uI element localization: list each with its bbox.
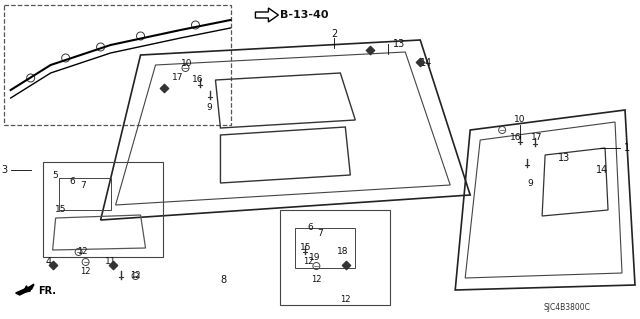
Text: 1: 1 [624, 143, 630, 153]
Point [341, 263, 351, 268]
Text: 17: 17 [172, 73, 183, 83]
Polygon shape [16, 285, 34, 295]
Text: 6: 6 [70, 176, 76, 186]
Text: 10: 10 [180, 60, 192, 69]
Text: 2: 2 [332, 29, 337, 39]
Point [159, 85, 169, 91]
Text: 16: 16 [510, 133, 522, 143]
Text: 14: 14 [420, 58, 433, 68]
Text: 9: 9 [207, 103, 212, 113]
Text: 12: 12 [303, 256, 314, 265]
Text: 8: 8 [220, 275, 227, 285]
Text: 15: 15 [55, 205, 67, 214]
Text: 14: 14 [596, 165, 608, 175]
Text: 12: 12 [131, 271, 141, 280]
Text: 4: 4 [45, 257, 52, 267]
Text: 18: 18 [337, 248, 348, 256]
Text: 12: 12 [311, 276, 322, 285]
Text: 5: 5 [52, 170, 58, 180]
Text: FR.: FR. [38, 286, 56, 296]
Point [47, 263, 58, 268]
Text: 15: 15 [300, 243, 311, 253]
Text: 12: 12 [77, 248, 88, 256]
Text: 10: 10 [515, 115, 526, 124]
Text: 7: 7 [80, 181, 86, 189]
Text: 13: 13 [393, 39, 406, 49]
Text: 16: 16 [192, 75, 204, 84]
Text: B-13-40: B-13-40 [280, 10, 329, 20]
Text: 9: 9 [527, 180, 533, 189]
Text: 11: 11 [105, 257, 116, 266]
Text: SJC4B3800C: SJC4B3800C [543, 303, 590, 312]
Point [415, 59, 426, 64]
Text: 6: 6 [307, 222, 313, 232]
Text: 17: 17 [531, 133, 543, 143]
Text: 19: 19 [308, 254, 320, 263]
Point [108, 263, 118, 268]
Text: 12: 12 [81, 268, 91, 277]
Text: 3: 3 [1, 165, 8, 175]
Text: 13: 13 [558, 153, 570, 163]
Point [365, 48, 376, 53]
Text: 12: 12 [340, 295, 351, 305]
Text: 7: 7 [317, 229, 323, 239]
